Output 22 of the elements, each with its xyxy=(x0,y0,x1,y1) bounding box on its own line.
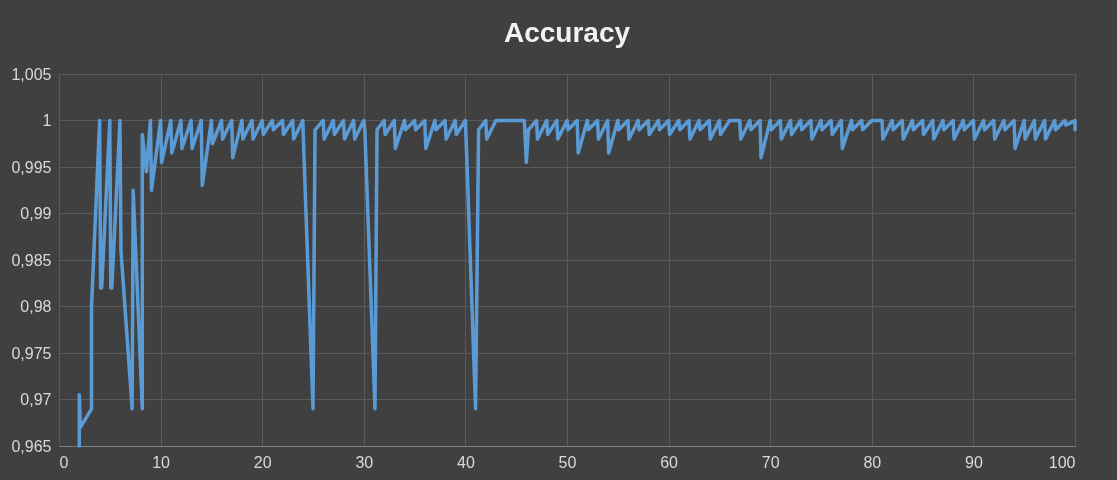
x-tick-label: 40 xyxy=(457,453,475,471)
x-tick-label: 90 xyxy=(965,453,983,471)
y-tick-label: 1 xyxy=(42,112,52,129)
x-tick-label: 70 xyxy=(761,453,780,471)
x-tick-label: 20 xyxy=(253,453,272,471)
x-tick-label: 60 xyxy=(660,453,679,471)
y-tick-label: 0,965 xyxy=(11,437,52,455)
x-tick-label: 0 xyxy=(59,453,69,471)
x-tick-label: 10 xyxy=(152,453,171,471)
x-tick-label: 80 xyxy=(863,453,882,471)
chart-title: Accuracy xyxy=(503,17,631,48)
y-tick-label: 0,975 xyxy=(11,344,52,362)
line-series xyxy=(77,118,1077,448)
y-tick-label: 1,005 xyxy=(11,65,52,83)
y-tick-label: 0,985 xyxy=(11,251,52,269)
x-tick-label: 100 xyxy=(1048,453,1076,471)
y-tick-label: 0,995 xyxy=(11,158,52,176)
x-tick-label: 50 xyxy=(558,453,577,471)
x-tick-label: 30 xyxy=(355,453,374,471)
y-tick-label: 0,97 xyxy=(20,391,52,408)
y-tick-label: 0,99 xyxy=(20,205,52,222)
y-tick-label: 0,98 xyxy=(20,298,52,315)
